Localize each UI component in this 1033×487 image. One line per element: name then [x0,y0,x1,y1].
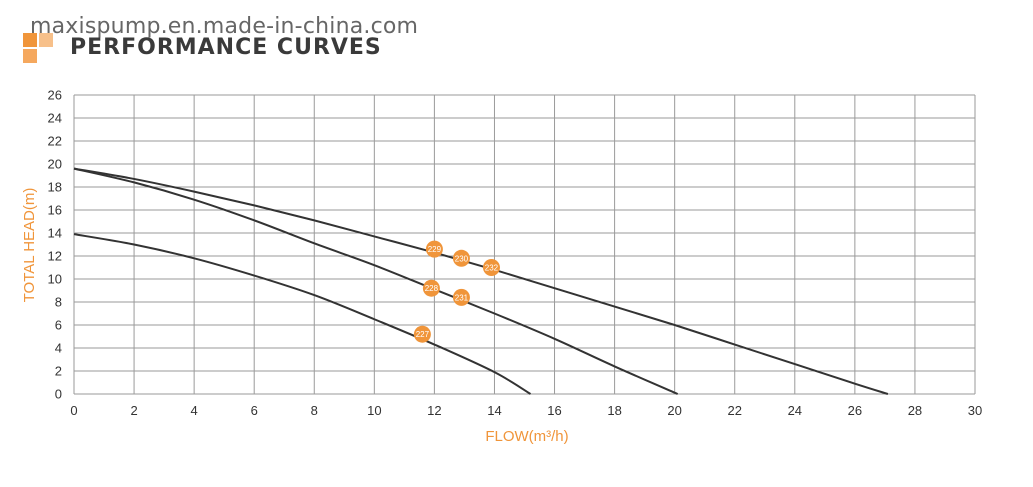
y-tick-label: 14 [48,226,62,241]
y-tick-label: 8 [55,295,62,310]
y-tick-label: 16 [48,203,62,218]
x-tick-label: 24 [788,403,802,418]
x-tick-label: 0 [70,403,77,418]
chart-markers: 229 230 232 228 231 227 [413,240,500,343]
y-tick-label: 12 [48,249,62,264]
curve-marker: 229 [425,240,443,258]
curve-marker: 227 [413,325,431,343]
y-tick-label: 4 [55,341,62,356]
curve-series-3 [73,167,889,395]
y-tick-label: 20 [48,157,62,172]
x-tick-label: 16 [547,403,561,418]
curve-marker-label: 229 [428,245,442,254]
watermark-text: maxispump.en.made-in-china.com [30,14,419,39]
y-tick-label: 22 [48,134,62,149]
y-tick-label: 18 [48,180,62,195]
y-tick-label: 26 [48,88,62,103]
curve-marker: 231 [452,288,470,306]
x-tick-label: 8 [311,403,318,418]
x-tick-label: 6 [251,403,258,418]
x-axis-label: FLOW(m³/h) [485,428,568,445]
curve-marker: 230 [452,249,470,267]
curve-marker-label: 228 [425,284,439,293]
x-tick-label: 20 [667,403,681,418]
x-tick-label: 26 [848,403,862,418]
x-tick-label: 18 [607,403,621,418]
y-tick-label: 10 [48,272,62,287]
curve-marker-label: 227 [416,330,430,339]
y-tick-label: 6 [55,318,62,333]
curve-series-2 [73,167,679,395]
curve-marker-dot [482,259,500,276]
x-tick-label: 2 [130,403,137,418]
x-tick-label: 4 [191,403,198,418]
curve-marker-dot [452,288,470,306]
y-axis-label: TOTAL HEAD(m) [21,188,38,303]
x-tick-labels: 0 2 4 6 8 10 12 14 16 18 20 22 24 26 28 30 [70,403,982,418]
curve-marker-label: 231 [455,293,469,302]
x-tick-label: 30 [968,403,982,418]
y-tick-label: 24 [48,111,62,126]
curve-marker-dot [452,249,470,267]
x-tick-label: 14 [487,403,501,418]
logo-icon [23,33,59,63]
x-tick-label: 22 [727,403,741,418]
curve-marker-label: 230 [455,254,469,263]
y-tick-label: 2 [55,364,62,379]
curve-marker-dot [413,325,431,343]
curve-series-1 [73,233,532,395]
curve-marker-dot [425,240,443,258]
page-title: PERFORMANCE CURVES [70,35,382,60]
y-tick-label: 0 [55,387,62,402]
chart-grid [73,94,976,395]
curve-marker: 228 [422,279,440,297]
curve-marker: 232 [482,259,500,276]
x-tick-label: 10 [367,403,381,418]
x-tick-label: 28 [908,403,922,418]
chart-curves [73,167,889,395]
x-tick-label: 12 [427,403,441,418]
curve-marker-dot [422,279,440,297]
curve-marker-label: 232 [485,264,499,273]
